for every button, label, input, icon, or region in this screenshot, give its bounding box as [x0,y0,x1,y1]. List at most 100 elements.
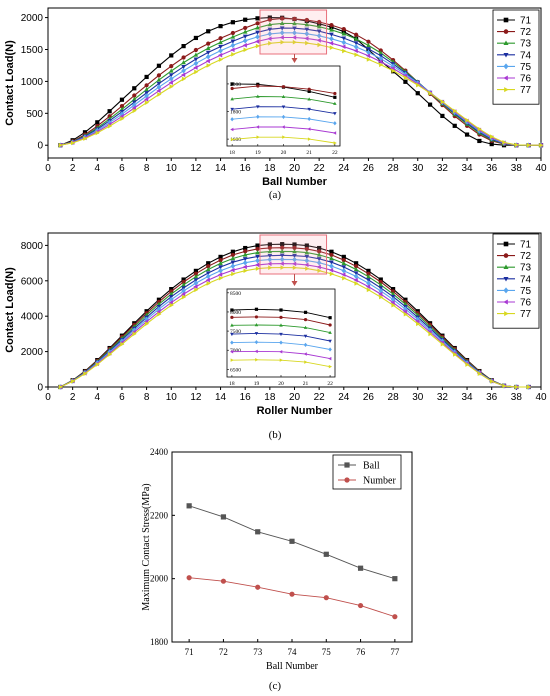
zoom-arrowhead-a [291,58,298,63]
panel-a-chart: 0 2 4 6 8 10 12 14 16 18 20 22 24 26 28 30 32 34 36 38 40050… [4,7,547,188]
data-point-a-72 [267,17,272,22]
legend-box-a [492,9,540,105]
data-point-a-74 [168,73,174,78]
inset-data-point-b-75 [303,342,308,347]
inset-data-point-b-71 [254,307,259,311]
inset-data-point-a-72 [281,85,286,89]
x-tick-label-a: 10 [166,163,178,174]
data-point-c-Number [186,575,192,581]
data-point-b-74 [279,253,285,258]
inset-data-point-b-75 [328,347,332,352]
series-line-a-76 [60,36,541,146]
data-point-b-77 [465,362,470,367]
y-tick-label-c: 2200 [150,510,169,520]
series-line-a-77 [60,41,541,146]
legend-label-a-77: 77 [520,85,532,96]
y-tick-label-b: 0 [37,383,43,394]
data-point-b-75 [267,256,273,263]
data-point-b-73 [390,291,396,296]
inset-data-point-a-73 [307,97,311,101]
inset-data-point-b-77 [279,358,283,362]
data-point-b-71 [403,297,408,302]
data-point-a-77 [490,134,495,139]
data-point-b-77 [280,265,285,270]
series-line-a-72 [60,17,541,146]
data-point-a-72 [280,16,285,21]
data-point-a-77 [107,123,113,129]
data-point-b-71 [156,297,162,302]
data-point-b-77 [132,331,137,337]
data-point-a-73 [218,39,223,45]
data-point-a-71 [477,138,482,144]
x-axis-title-c: Ball Number [266,661,319,672]
data-point-b-72 [267,245,272,250]
x-tick-label-a: 4 [95,163,101,174]
data-point-a-77 [58,142,63,148]
data-point-a-75 [242,38,248,44]
x-tick-label-c: 77 [390,647,400,657]
inset-data-point-a-74 [333,112,337,116]
data-point-b-72 [366,271,371,276]
data-point-a-76 [144,97,149,102]
inset-y-tick-label-a: 2000 [230,82,241,88]
data-point-b-73 [242,252,248,257]
data-point-b-77 [305,266,310,271]
x-tick-label-a: 28 [388,163,400,174]
data-point-b-77 [194,287,199,293]
data-point-b-75 [242,260,248,266]
data-point-a-77 [206,63,211,68]
data-point-a-75 [366,49,371,56]
data-point-b-77 [292,265,298,271]
data-point-b-74 [193,278,199,283]
data-point-a-71 [452,123,457,128]
data-point-a-75 [341,39,347,46]
y-tick-label-b: 2000 [21,347,44,358]
inset-data-point-b-76 [303,352,307,356]
data-point-a-73 [193,52,199,57]
data-point-b-73 [230,255,236,261]
inset-data-point-b-75 [279,340,283,345]
data-point-a-76 [390,66,395,71]
data-point-b-75 [279,256,285,263]
data-point-a-72 [366,39,371,44]
data-point-a-77 [157,92,162,97]
x-tick-label-a: 34 [461,163,473,174]
data-point-b-72 [304,246,309,252]
data-point-a-76 [230,47,235,53]
data-point-b-72 [206,264,211,269]
data-point-a-77 [218,57,224,62]
y-tick-label-c: 2000 [150,574,169,584]
inset-data-point-b-73 [230,323,234,327]
data-point-a-73 [144,86,149,92]
data-point-a-75 [193,60,199,67]
data-point-a-77 [354,52,359,58]
data-point-a-73 [329,27,334,32]
data-point-a-77 [268,40,273,46]
data-point-b-73 [267,249,273,254]
data-point-b-77 [107,352,113,357]
x-tick-label-b: 0 [45,392,51,403]
data-point-b-77 [231,271,236,277]
inset-data-point-a-73 [256,94,260,98]
data-point-b-77 [514,384,519,390]
inset-x-tick-label-b: 22 [327,381,333,387]
data-point-a-76 [316,37,321,43]
data-point-b-75 [316,260,322,266]
data-point-b-77 [477,371,482,376]
data-point-b-75 [341,267,347,274]
data-point-a-71 [107,109,112,114]
inset-data-point-a-73 [230,97,234,101]
data-point-b-77 [440,341,445,347]
data-point-a-77 [502,140,507,145]
data-point-a-71 [82,130,88,135]
data-point-b-77 [526,384,532,390]
inset-data-point-a-74 [281,105,286,109]
data-point-b-72 [181,279,186,285]
data-point-a-74 [304,27,310,32]
data-point-a-73 [366,42,371,48]
legend-label-b-71: 71 [520,240,532,251]
data-point-a-71 [132,86,137,91]
legend-label-b-73: 73 [520,263,532,274]
inset-data-point-b-72 [303,318,308,322]
legend-marker-b-72 [503,253,509,258]
